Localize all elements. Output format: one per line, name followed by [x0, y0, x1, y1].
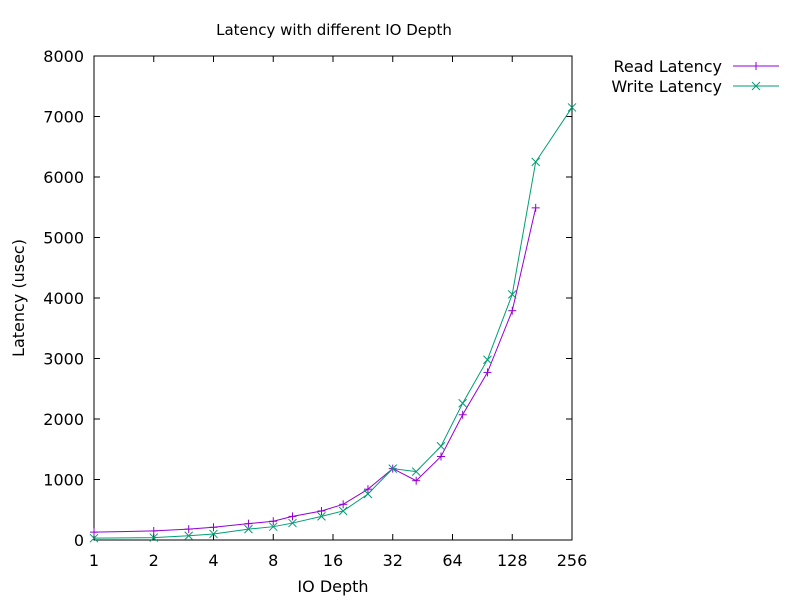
y-tick-label: 4000	[43, 289, 84, 308]
marker-stroke	[458, 398, 468, 408]
y-tick-label: 5000	[43, 229, 84, 248]
y-tick-label: 1000	[43, 471, 84, 490]
data-point-read-latency	[483, 368, 492, 377]
data-point-write-latency	[363, 489, 373, 499]
y-tick-label: 3000	[43, 350, 84, 369]
data-point-read-latency	[269, 517, 278, 526]
y-tick-label: 0	[74, 531, 84, 550]
marker-stroke	[411, 467, 421, 476]
marker-stroke	[317, 512, 326, 521]
legend-marker-write-latency	[751, 81, 761, 91]
x-tick-label: 2	[149, 551, 159, 570]
data-point-read-latency	[288, 512, 297, 521]
marker-stroke	[244, 524, 253, 534]
data-point-write-latency	[89, 533, 99, 543]
data-point-read-latency	[458, 410, 467, 419]
data-point-read-latency	[184, 525, 193, 534]
x-axis-title: IO Depth	[297, 577, 368, 596]
data-point-write-latency	[411, 467, 421, 476]
data-point-read-latency	[149, 526, 158, 535]
data-point-read-latency	[436, 452, 445, 461]
data-point-read-latency	[244, 519, 253, 528]
data-point-write-latency	[209, 529, 218, 539]
data-point-read-latency	[508, 306, 517, 315]
marker-stroke	[751, 81, 761, 91]
x-tick-label: 8	[268, 551, 278, 570]
marker-stroke	[531, 157, 541, 167]
legend-label-write-latency: Write Latency	[611, 77, 722, 96]
legend-marker-read-latency	[752, 62, 760, 70]
marker-stroke	[436, 441, 446, 451]
marker-stroke	[338, 506, 348, 516]
data-point-write-latency	[338, 506, 348, 516]
x-tick-label: 16	[323, 551, 343, 570]
plot-frame	[93, 55, 573, 541]
data-point-write-latency	[244, 524, 253, 534]
x-tick-label: 64	[442, 551, 462, 570]
data-point-write-latency	[388, 464, 398, 473]
marker-stroke	[388, 464, 398, 473]
marker-stroke	[288, 518, 297, 528]
y-tick-label: 8000	[43, 47, 84, 66]
data-point-write-latency	[531, 157, 541, 167]
series-line-write-latency	[93, 107, 573, 539]
data-point-write-latency	[507, 290, 517, 299]
data-point-write-latency	[458, 398, 468, 408]
x-tick-label: 4	[208, 551, 218, 570]
data-point-read-latency	[531, 203, 540, 212]
x-tick-label: 128	[497, 551, 528, 570]
data-point-write-latency	[483, 355, 492, 365]
marker-stroke	[149, 533, 159, 542]
data-point-write-latency	[317, 512, 326, 521]
series-layer	[89, 103, 577, 543]
marker-stroke	[268, 522, 278, 532]
data-point-read-latency	[412, 476, 421, 485]
y-axis: 0 1000 2000 3000 4000 5000 6000 7000 8000	[43, 47, 572, 550]
y-tick-label: 6000	[43, 168, 84, 187]
data-point-write-latency	[436, 441, 446, 451]
y-axis-title: Latency (usec)	[9, 239, 28, 357]
y-tick-label: 7000	[43, 108, 84, 127]
series-line-read-latency	[93, 207, 537, 533]
data-point-read-latency	[339, 500, 348, 509]
data-point-read-latency	[317, 506, 326, 515]
marker-stroke	[483, 355, 492, 365]
legend-label-read-latency: Read Latency	[613, 57, 722, 76]
marker-stroke	[507, 290, 517, 299]
data-point-write-latency	[149, 533, 159, 542]
marker-stroke	[209, 529, 218, 539]
data-point-write-latency	[567, 103, 577, 112]
marker-stroke	[184, 531, 194, 541]
x-tick-label: 256	[557, 551, 588, 570]
x-axis: 1 2 4 8 16 32 64 128 256	[89, 56, 587, 570]
data-point-read-latency	[90, 528, 98, 537]
chart-title: Latency with different IO Depth	[216, 21, 452, 39]
data-point-write-latency	[268, 522, 278, 532]
marker-stroke	[363, 489, 373, 499]
data-point-read-latency	[363, 485, 372, 494]
data-point-write-latency	[184, 531, 194, 541]
x-tick-label: 32	[383, 551, 403, 570]
x-tick-label: 1	[89, 551, 99, 570]
data-point-write-latency	[288, 518, 297, 528]
data-point-read-latency	[209, 523, 218, 532]
marker-stroke	[567, 103, 577, 112]
marker-stroke	[89, 533, 99, 543]
y-tick-label: 2000	[43, 410, 84, 429]
